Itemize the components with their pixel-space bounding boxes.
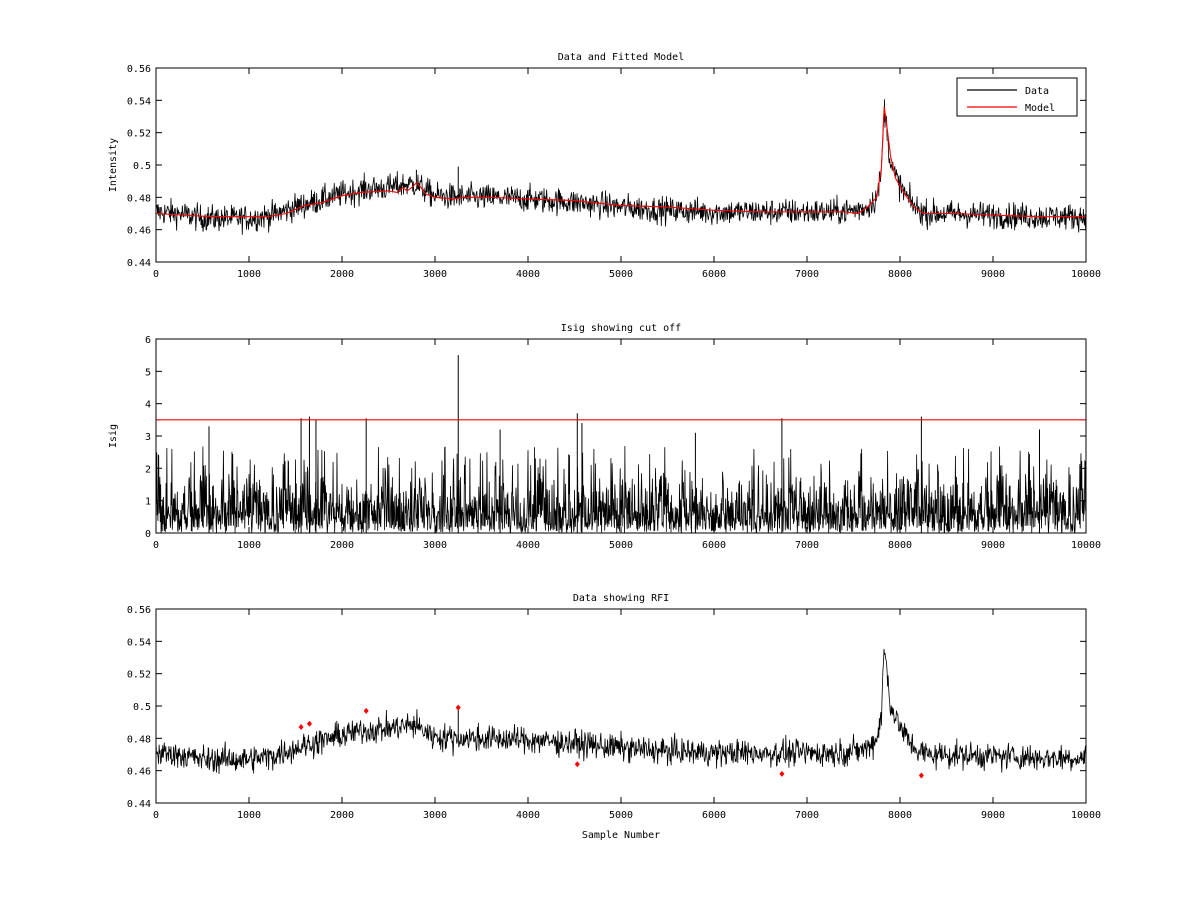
y-tick-label: 0.44: [127, 258, 151, 269]
y-tick-label: 4: [145, 400, 151, 411]
y-tick-label: 0.52: [127, 129, 151, 140]
x-tick-label: 7000: [795, 810, 819, 821]
y-tick-label: 0.56: [127, 64, 151, 75]
x-tick-label: 3000: [423, 810, 447, 821]
y-tick-label: 3: [145, 432, 151, 443]
x-tick-label: 5000: [609, 540, 633, 551]
x-tick-label: 1000: [237, 269, 261, 280]
series-rfi-marker: [574, 761, 580, 768]
y-tick-label: 0.48: [127, 734, 151, 745]
legend-label: Data: [1025, 86, 1049, 97]
x-tick-label: 2000: [330, 810, 354, 821]
x-tick-label: 5000: [609, 269, 633, 280]
series-rfi-marker: [779, 770, 785, 777]
x-tick-label: 1000: [237, 540, 261, 551]
series-rfi-marker: [363, 707, 369, 714]
y-tick-label: 6: [145, 335, 151, 346]
x-tick-label: 3000: [423, 269, 447, 280]
x-tick-label: 8000: [888, 540, 912, 551]
x-tick-label: 8000: [888, 269, 912, 280]
y-tick-label: 0.52: [127, 670, 151, 681]
y-tick-label: 1: [145, 497, 151, 508]
y-tick-label: 0.46: [127, 767, 151, 778]
legend-box: [956, 77, 1078, 117]
x-tick-label: 0: [153, 810, 159, 821]
subplot-title: Isig showing cut off: [561, 323, 681, 334]
x-tick-label: 6000: [702, 269, 726, 280]
x-tick-label: 3000: [423, 540, 447, 551]
subplot-title: Data showing RFI: [573, 593, 669, 604]
y-tick-label: 0.48: [127, 193, 151, 204]
y-tick-label: 0.56: [127, 605, 151, 616]
x-tick-label: 0: [153, 540, 159, 551]
y-tick-label: 0.46: [127, 226, 151, 237]
plot-content: [156, 99, 1086, 235]
x-tick-label: 9000: [981, 269, 1005, 280]
y-tick-label: 0.5: [133, 161, 151, 172]
x-tick-label: 10000: [1071, 540, 1101, 551]
x-tick-label: 4000: [516, 269, 540, 280]
series-model-line: [156, 106, 1086, 218]
legend: Data Model: [956, 77, 1078, 117]
y-tick-label: 5: [145, 367, 151, 378]
x-tick-label: 4000: [516, 810, 540, 821]
subplot-2: 0 1000 2000 3000 4000 5000 6000 7000 8000 9000 100…: [108, 323, 1101, 551]
x-tick-label: 6000: [702, 540, 726, 551]
y-tick-label: 0.44: [127, 799, 151, 810]
y-tick-label: 0: [145, 529, 151, 540]
y-tick-label: 2: [145, 464, 151, 475]
x-tick-label: 1000: [237, 810, 261, 821]
plot-area: [156, 68, 1086, 262]
x-tick-label: 7000: [795, 269, 819, 280]
subplot-1: 0 1000 2000 3000 4000 5000 6000 7000 8000 9000 100…: [108, 52, 1101, 280]
x-tick-label: 0: [153, 269, 159, 280]
plot-content: [156, 355, 1086, 533]
x-tick-label: 10000: [1071, 269, 1101, 280]
y-tick-label: 0.5: [133, 702, 151, 713]
y-tick-label: 0.54: [127, 96, 151, 107]
x-tick-label: 8000: [888, 810, 912, 821]
series-rfi-marker: [306, 720, 312, 727]
x-tick-label: 5000: [609, 810, 633, 821]
series-isig-line: [156, 446, 1086, 533]
series-rfi-marker: [455, 704, 461, 711]
subplot-3: 0 1000 2000 3000 4000 5000 6000 7000 8000 9000 100…: [127, 593, 1101, 841]
x-tick-label: 7000: [795, 540, 819, 551]
plot-content: [156, 648, 1086, 779]
x-tick-label: 10000: [1071, 810, 1101, 821]
series-rfi-marker: [918, 772, 924, 779]
y-tick-label: 0.54: [127, 637, 151, 648]
x-axis-label: Sample Number: [582, 830, 660, 841]
y-axis-label: Intensity: [108, 138, 119, 192]
x-tick-label: 9000: [981, 540, 1005, 551]
subplot-title: Data and Fitted Model: [558, 52, 684, 63]
x-tick-label: 4000: [516, 540, 540, 551]
x-tick-label: 6000: [702, 810, 726, 821]
x-tick-label: 2000: [330, 540, 354, 551]
legend-label: Model: [1025, 103, 1055, 114]
series-rfi-marker: [298, 724, 304, 731]
x-tick-label: 2000: [330, 269, 354, 280]
x-tick-label: 9000: [981, 810, 1005, 821]
y-axis-label: Isig: [108, 424, 119, 448]
series-data-line: [156, 648, 1086, 774]
plot-area: [156, 609, 1086, 803]
